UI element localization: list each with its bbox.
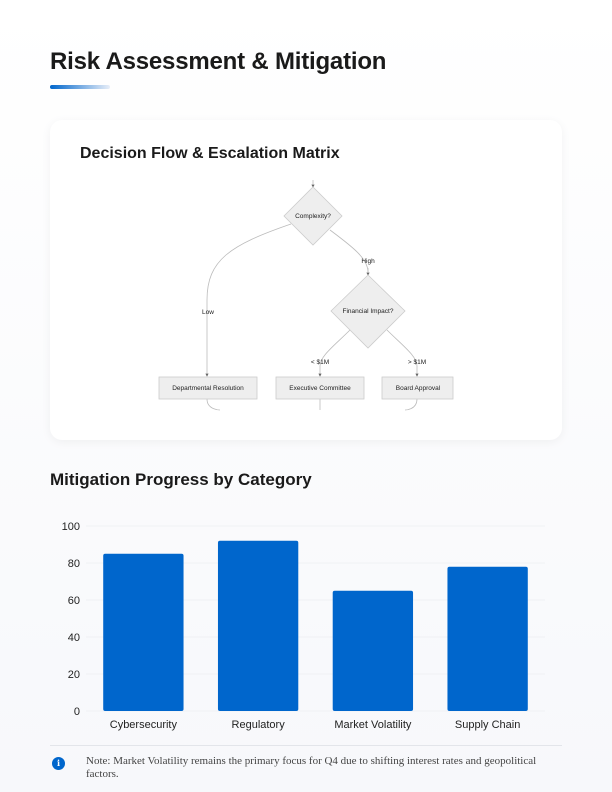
chart-section-title: Mitigation Progress by Category <box>50 470 312 489</box>
y-tick-label: 80 <box>68 558 80 570</box>
y-tick-label: 60 <box>68 595 80 607</box>
edge-high-a <box>329 229 369 273</box>
note-text: Note: Market Volatility remains the prim… <box>86 755 537 780</box>
edge-out-1 <box>206 398 221 411</box>
bar-chart: 0 20 40 60 80 100 Cybersecurity Regulatory Marke… <box>62 521 545 731</box>
y-tick-label: 0 <box>74 706 80 718</box>
edge-label-gt1m: > $1M <box>408 359 426 366</box>
edge-label-high: High <box>361 258 375 265</box>
node-financial-label: Financial Impact? <box>343 308 394 315</box>
y-tick-label: 20 <box>68 669 80 681</box>
flow-diagram: Complexity? Financial Impact? Department… <box>158 180 454 411</box>
page-title: Risk Assessment & Mitigation <box>50 48 387 75</box>
x-tick-label: Cybersecurity <box>110 719 178 731</box>
bar-supply-chain <box>447 566 528 711</box>
bar-regulatory <box>217 540 299 711</box>
y-tick-label: 40 <box>68 632 80 644</box>
edge-gt1m <box>386 329 419 377</box>
x-tick-label: Regulatory <box>232 719 286 731</box>
note: i Note: Market Volatility remains the pr… <box>50 745 562 780</box>
node-executive: Executive Committee <box>275 376 365 400</box>
node-financial: Financial Impact? <box>330 274 406 349</box>
bar-cybersecurity <box>103 553 184 711</box>
title-accent-bar <box>50 85 110 89</box>
node-departmental: Departmental Resolution <box>158 376 258 400</box>
info-icon: i <box>52 757 65 770</box>
edge-label-low: Low <box>202 309 214 316</box>
edge-label-lt1m: < $1M <box>311 359 329 366</box>
edge-low <box>205 223 292 377</box>
decision-flow-card: Decision Flow & Escalation Matrix Comple… <box>50 120 562 440</box>
bar-market-volatility <box>332 590 414 711</box>
node-complexity-label: Complexity? <box>295 213 331 220</box>
node-complexity: Complexity? <box>283 186 343 246</box>
x-tick-label: Supply Chain <box>455 719 520 731</box>
y-tick-label: 100 <box>62 521 80 533</box>
node-departmental-label: Departmental Resolution <box>172 385 244 392</box>
edge-out-3 <box>404 398 418 411</box>
x-tick-label: Market Volatility <box>334 719 412 731</box>
node-executive-label: Executive Committee <box>289 385 351 392</box>
node-board-label: Board Approval <box>396 385 441 392</box>
flow-title: Decision Flow & Escalation Matrix <box>80 145 340 162</box>
edge-lt1m <box>318 329 351 377</box>
node-board: Board Approval <box>381 376 454 400</box>
